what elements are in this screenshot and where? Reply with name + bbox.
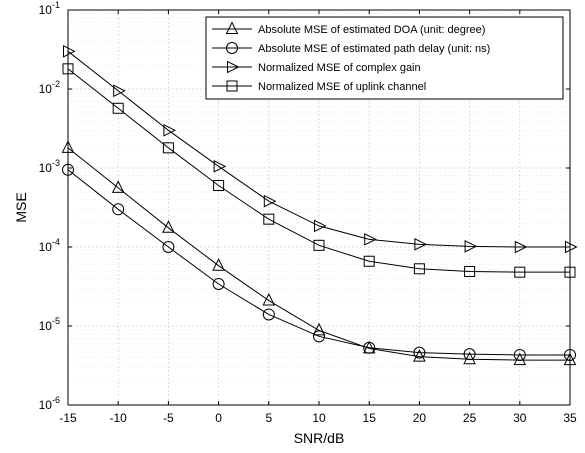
legend-box xyxy=(205,16,564,100)
y-tick-exponent: -5 xyxy=(52,316,60,326)
data-point-marker xyxy=(513,352,527,366)
series-line xyxy=(67,169,570,356)
y-tick-label: 10-5 xyxy=(39,316,60,333)
y-tick-exponent: -1 xyxy=(52,0,60,10)
x-tick-label: -10 xyxy=(110,411,128,425)
data-point-marker xyxy=(464,240,478,253)
data-point-marker xyxy=(514,266,526,278)
legend-row: Absolute MSE of estimated path delay (un… xyxy=(212,42,490,55)
data-point-marker xyxy=(63,44,76,58)
y-tick-label: 10-1 xyxy=(39,0,60,17)
data-point-marker xyxy=(213,180,225,192)
x-tick-label: 15 xyxy=(363,411,377,425)
series-4 xyxy=(62,63,576,278)
series-line xyxy=(67,50,570,248)
data-point-marker xyxy=(314,219,327,233)
legend-label: Normalized MSE of uplink channel xyxy=(258,81,426,93)
data-point-marker xyxy=(463,348,476,361)
data-point-marker xyxy=(262,308,275,321)
data-point-marker xyxy=(364,233,377,246)
data-point-marker xyxy=(262,292,276,306)
data-point-marker xyxy=(413,346,426,359)
x-tick-label: 0 xyxy=(215,411,222,425)
data-point-marker xyxy=(112,102,124,114)
data-point-marker xyxy=(565,240,578,254)
legend-row: Normalized MSE of uplink channel xyxy=(212,80,426,93)
data-point-marker xyxy=(111,180,125,193)
y-tick-label: 10-2 xyxy=(39,79,60,96)
y-axis-label: MSE xyxy=(13,192,29,222)
data-point-marker xyxy=(213,160,227,173)
data-point-marker xyxy=(363,341,376,354)
data-point-marker xyxy=(162,142,174,154)
legend-rows: Absolute MSE of estimated DOA (unit: deg… xyxy=(212,21,490,93)
legend-marker xyxy=(226,80,238,92)
data-point-marker xyxy=(463,351,476,365)
data-point-marker xyxy=(263,194,277,208)
y-tick-exponent: -4 xyxy=(52,237,60,247)
data-point-marker xyxy=(212,278,225,291)
y-tick-exponent: -3 xyxy=(52,158,60,168)
series-3 xyxy=(63,44,578,254)
data-point-marker xyxy=(112,203,125,216)
legend-label: Normalized MSE of complex gain xyxy=(258,62,421,74)
data-point-marker xyxy=(464,265,476,277)
data-point-marker xyxy=(162,241,175,253)
x-tick-label: 10 xyxy=(312,411,326,425)
x-tick-label: 35 xyxy=(563,411,577,425)
y-tick-exponent: -2 xyxy=(52,79,60,89)
legend-marker xyxy=(225,21,239,34)
legend-label: Absolute MSE of estimated path delay (un… xyxy=(258,43,490,55)
x-tick-label: -5 xyxy=(163,411,174,425)
x-tick-label: 5 xyxy=(265,411,272,425)
legend-row: Normalized MSE of complex gain xyxy=(212,60,421,74)
legend: Absolute MSE of estimated DOA (unit: deg… xyxy=(205,16,564,100)
data-point-marker xyxy=(162,220,175,233)
x-tick-label: 25 xyxy=(463,411,477,425)
legend-marker xyxy=(227,60,240,74)
y-tick-exponent: -6 xyxy=(52,395,60,405)
data-point-marker xyxy=(413,348,426,362)
legend-label: Absolute MSE of estimated DOA (unit: deg… xyxy=(258,24,485,36)
data-point-marker xyxy=(313,239,325,251)
x-tick-label: 30 xyxy=(513,411,527,425)
y-tick-label: 10-3 xyxy=(39,158,60,175)
data-point-marker xyxy=(212,258,225,271)
series-2 xyxy=(62,163,576,361)
legend-marker xyxy=(226,42,238,54)
series-line xyxy=(67,68,570,273)
data-point-marker xyxy=(513,348,526,361)
y-tick-label: 10-6 xyxy=(39,395,60,412)
data-point-marker xyxy=(313,330,325,343)
x-tick-label: -15 xyxy=(59,411,77,425)
data-point-marker xyxy=(312,322,326,336)
data-point-marker xyxy=(514,240,528,254)
data-point-marker xyxy=(113,84,126,98)
x-tick-label: 20 xyxy=(413,411,427,425)
legend-row: Absolute MSE of estimated DOA (unit: deg… xyxy=(212,21,485,36)
data-point-marker xyxy=(263,213,275,225)
data-point-marker xyxy=(363,255,375,267)
data-point-marker xyxy=(163,123,177,137)
data-point-marker xyxy=(414,238,428,251)
x-axis-label: SNR/dB xyxy=(294,430,345,446)
y-tick-label: 10-4 xyxy=(39,237,60,254)
data-point-marker xyxy=(413,263,425,275)
